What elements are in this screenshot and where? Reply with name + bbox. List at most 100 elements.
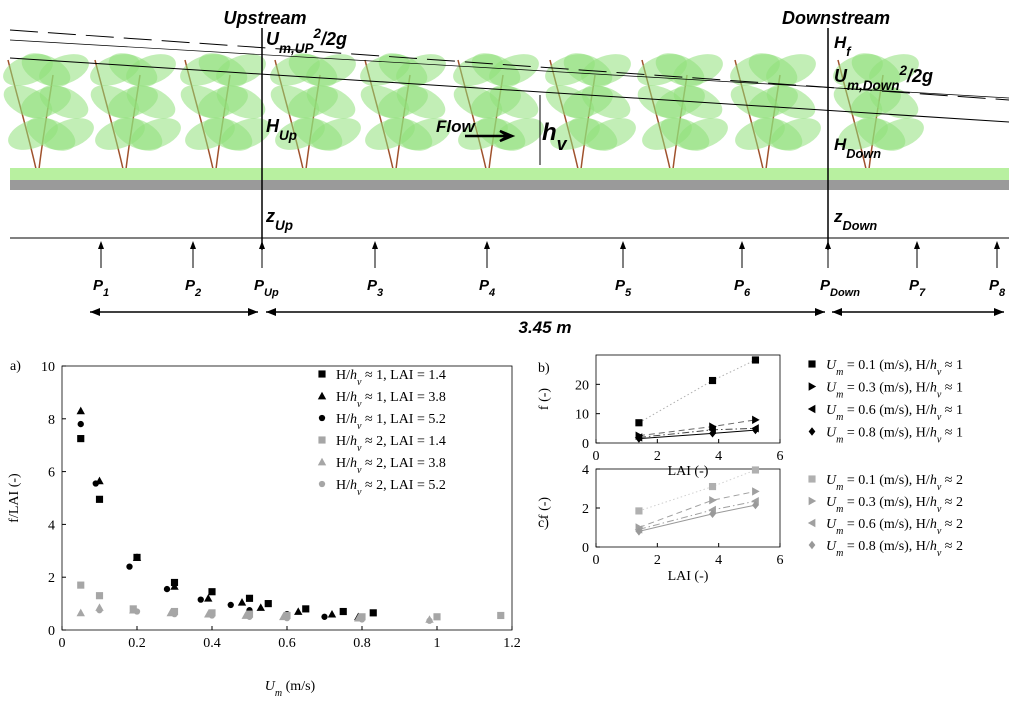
legend-marker [808,360,815,367]
marker [228,602,234,608]
y-tick-label: 0 [582,541,589,556]
marker [426,618,432,624]
x-tick-label: 0.6 [278,636,296,651]
section-sub: 6 [744,287,751,299]
x-tick-label: 6 [777,449,784,464]
marker [96,496,103,503]
grass [10,168,1009,180]
x-tick-label: 0 [59,636,66,651]
flow-variable-label-part: H [266,116,280,136]
section-sub: 3 [377,287,383,299]
marker [433,613,440,620]
marker [164,586,170,592]
y-tick-label: 2 [48,571,55,586]
marker [209,612,215,618]
marker [709,483,716,490]
x-tick-label: 0 [593,449,600,464]
flow-variable-label-part: v [557,134,568,154]
y-axis-label: f (-) [537,388,552,410]
marker [93,480,99,486]
y-tick-label: 4 [48,518,55,533]
y-tick-label: 0 [48,624,55,639]
marker [709,377,716,384]
flow-variable-label-part: h [542,119,557,146]
flow-variable-label-part: Up [275,218,293,233]
flow-variable-label-part: /2g [906,66,933,86]
section-sub: Up [264,287,279,299]
flow-label: Flow [436,117,476,136]
flow-variable-label-part: Up [279,128,297,143]
flow-variable-label-part: z [833,207,843,226]
legend-marker [808,475,815,482]
upstream-label: Upstream [223,8,306,28]
section-sub: 5 [625,287,632,299]
downstream-label: Downstream [782,8,890,28]
y-axis-label: f (-) [537,497,552,519]
x-axis-label: LAI (-) [668,569,709,584]
section-sub: 4 [488,287,495,299]
flow-variable-label-part: Down [846,146,881,161]
marker [359,616,365,622]
x-tick-label: 0.4 [203,636,221,651]
marker [78,421,84,427]
panel-label: a) [10,359,21,374]
marker [171,611,177,617]
marker [198,596,204,602]
marker [96,607,102,613]
legend-marker [318,436,325,443]
x-tick-label: 4 [715,449,722,464]
marker [284,615,290,621]
flume-bed [10,180,1009,190]
section-sub: 7 [919,287,926,299]
marker [77,435,84,442]
y-tick-label: 4 [582,463,589,478]
figure: UpstreamDownstreamFlow3.45 mUm,UP2/2gHUp… [0,0,1009,708]
section-sub: Down [830,287,860,299]
x-tick-label: 6 [777,553,784,568]
marker [752,466,759,473]
y-tick-label: 0 [582,437,589,452]
flow-variable-label-part: U [266,29,280,49]
section-sub: 8 [999,287,1006,299]
y-tick-label: 10 [41,360,55,375]
marker [96,592,103,599]
x-tick-label: 4 [715,553,722,568]
flow-variable-label-part: U [834,66,848,86]
flow-variable-label-part: /2g [320,29,347,49]
marker [246,614,252,620]
legend-marker [318,370,325,377]
legend-marker [319,415,325,421]
flow-variable-label-part: H [834,33,847,52]
marker [635,507,642,514]
flow-variable-label-part: H [834,135,847,154]
y-axis-label: f/LAI (-) [7,473,22,523]
marker [752,356,759,363]
marker [497,612,504,619]
marker [340,608,347,615]
marker [321,614,327,620]
marker [246,595,253,602]
flow-variable-label-part: z [265,206,275,226]
marker [208,588,215,595]
y-tick-label: 20 [575,378,589,393]
x-tick-label: 2 [654,449,661,464]
x-tick-label: 2 [654,553,661,568]
x-tick-label: 0.2 [128,636,146,651]
marker [302,605,309,612]
section-sub: 1 [103,287,109,299]
x-axis-label: LAI (-) [668,464,709,479]
marker [134,608,140,614]
y-tick-label: 6 [48,466,55,481]
x-tick-label: 0.8 [353,636,371,651]
y-tick-label: 8 [48,413,55,428]
flow-variable-label-part: m,UP [279,41,315,56]
x-tick-label: 0 [593,553,600,568]
x-tick-label: 1.2 [503,636,521,651]
y-tick-label: 10 [575,408,589,423]
legend-marker [319,481,325,487]
section-sub: 2 [194,287,201,299]
marker [77,582,84,589]
marker [635,419,642,426]
y-tick-label: 2 [582,502,589,517]
marker [370,609,377,616]
